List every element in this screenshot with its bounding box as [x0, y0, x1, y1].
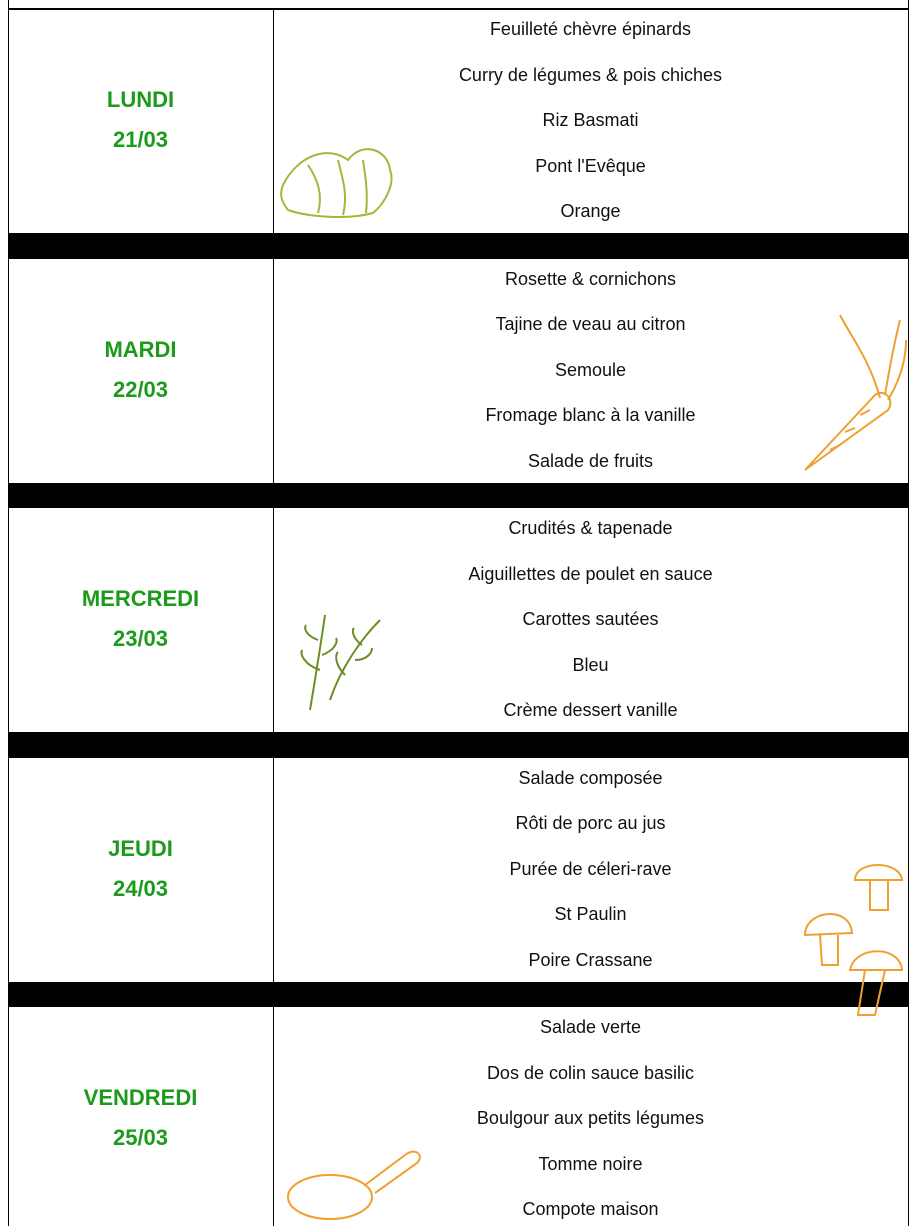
menu-item: Salade de fruits [527, 450, 654, 471]
pan-doodle [287, 1150, 421, 1220]
menu-cell [272, 1006, 909, 1226]
menu-item: Dos de colin sauce basilic [486, 1062, 695, 1083]
menu-item: Feuilleté chèvre épinards [489, 19, 692, 39]
menu-item: Purée de céleri-rave [509, 858, 672, 879]
menu-item: Pont l'Evêque [535, 155, 646, 176]
menu-item: Poire Crassane [528, 949, 653, 970]
day-cell [8, 257, 274, 484]
herb-doodle [300, 614, 381, 711]
day-date: 25/03 [112, 1125, 169, 1150]
menu-item: St Paulin [554, 904, 627, 924]
menu-item: Orange [560, 201, 621, 221]
day-cell [8, 756, 274, 983]
menu-item: Crème dessert vanille [503, 700, 678, 720]
carrot-doodle [804, 314, 907, 471]
separator-band [8, 981, 909, 1007]
menu-item: Salade verte [539, 1017, 642, 1037]
menu-item: Boulgour aux petits légumes [476, 1108, 705, 1128]
lettuce-doodle [280, 148, 393, 218]
separator-band [8, 233, 909, 258]
menu-item: Compote maison [522, 1199, 659, 1219]
menu-item: Tajine de veau au citron [495, 314, 686, 334]
menu-item: Semoule [554, 359, 627, 380]
menu-item: Fromage blanc à la vanille [485, 405, 696, 425]
menu-item: Riz Basmati [542, 110, 639, 130]
separator-band [8, 482, 909, 508]
day-cell [8, 1006, 274, 1226]
menu-item: Carottes sautées [522, 609, 659, 629]
day-date: 23/03 [112, 626, 169, 651]
menu-item: Rôti de porc au jus [515, 813, 666, 833]
mushroom-doodle [803, 864, 904, 1016]
separator-band [8, 732, 909, 757]
day-cell [8, 8, 274, 234]
menu-item: Salade composée [518, 767, 663, 788]
menu-item: Aiguillettes de poulet en sauce [468, 563, 713, 584]
menu-item: Crudités & tapenade [508, 518, 673, 538]
day-name: LUNDI [106, 87, 175, 112]
day-date: 24/03 [112, 875, 169, 901]
day-date: 22/03 [112, 376, 169, 402]
day-name: VENDREDI [83, 1085, 198, 1110]
top-edge [8, 0, 909, 10]
day-cell [8, 507, 274, 733]
day-date: 21/03 [112, 127, 169, 152]
menu-item: Curry de légumes & pois chiches [458, 64, 723, 85]
day-name: JEUDI [108, 835, 173, 861]
menu-item: Bleu [572, 654, 609, 675]
day-name: MERCREDI [81, 586, 200, 611]
day-name: MARDI [104, 336, 177, 362]
menu-item: Rosette & cornichons [504, 268, 677, 289]
menu-item: Tomme noire [538, 1153, 643, 1174]
